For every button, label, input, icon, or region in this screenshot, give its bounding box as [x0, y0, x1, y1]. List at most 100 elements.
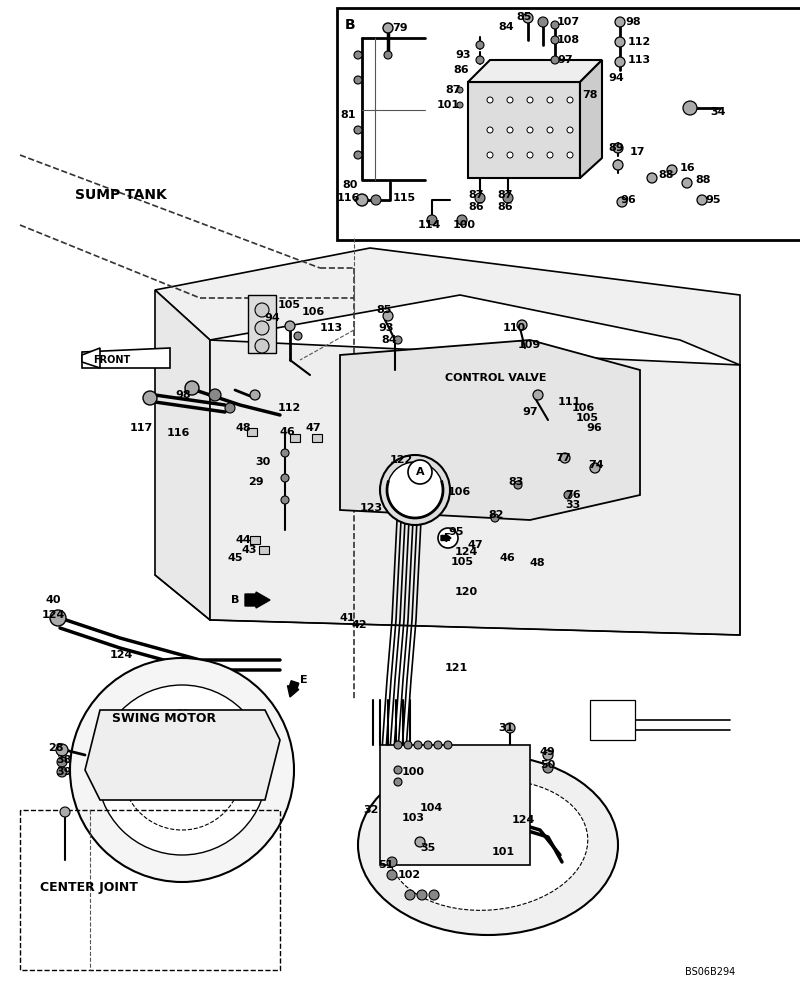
Circle shape [354, 51, 362, 59]
Circle shape [371, 195, 381, 205]
Circle shape [667, 165, 677, 175]
Text: 104: 104 [420, 803, 443, 813]
Bar [259, 546, 269, 554]
Circle shape [444, 741, 452, 749]
Text: 79: 79 [392, 23, 408, 33]
Text: 44: 44 [235, 535, 250, 545]
Text: 113: 113 [320, 323, 343, 333]
Circle shape [57, 757, 67, 767]
Text: 84: 84 [381, 335, 397, 345]
Text: 41: 41 [340, 613, 356, 623]
Circle shape [424, 741, 432, 749]
Circle shape [682, 178, 692, 188]
Text: 88: 88 [695, 175, 710, 185]
Text: 32: 32 [363, 805, 378, 815]
Bar [380, 745, 530, 865]
Text: SUMP TANK: SUMP TANK [75, 188, 166, 202]
Text: 112: 112 [278, 403, 302, 413]
Polygon shape [85, 710, 280, 800]
Bar [590, 700, 635, 740]
Circle shape [507, 152, 513, 158]
Text: 101: 101 [492, 847, 515, 857]
Text: 124: 124 [455, 547, 478, 557]
Circle shape [404, 741, 412, 749]
Circle shape [476, 56, 484, 64]
Circle shape [567, 152, 573, 158]
Text: 122: 122 [390, 455, 414, 465]
Text: B: B [231, 595, 239, 605]
Circle shape [457, 102, 463, 108]
Circle shape [647, 173, 657, 183]
Circle shape [417, 890, 427, 900]
Text: 88: 88 [658, 170, 674, 180]
Text: FRONT: FRONT [94, 355, 130, 365]
Text: 100: 100 [453, 220, 476, 230]
Bar [247, 428, 257, 436]
Circle shape [527, 97, 533, 103]
Text: 82: 82 [488, 510, 503, 520]
Circle shape [415, 837, 425, 847]
Circle shape [70, 658, 294, 882]
Text: E: E [442, 533, 450, 543]
Text: 47: 47 [468, 540, 484, 550]
Text: E: E [300, 675, 308, 685]
Bar [312, 434, 322, 442]
Text: 31: 31 [498, 723, 514, 733]
Circle shape [394, 766, 402, 774]
Polygon shape [82, 348, 100, 368]
Text: 105: 105 [576, 413, 599, 423]
Text: 38: 38 [56, 755, 71, 765]
Text: 97: 97 [557, 55, 573, 65]
Text: CENTER JOINT: CENTER JOINT [40, 882, 138, 894]
Circle shape [57, 767, 67, 777]
Circle shape [560, 453, 570, 463]
Circle shape [250, 390, 260, 400]
Text: 100: 100 [402, 767, 425, 777]
Circle shape [487, 97, 493, 103]
Text: 107: 107 [557, 17, 580, 27]
Text: 93: 93 [378, 323, 394, 333]
Text: 95: 95 [705, 195, 721, 205]
Circle shape [697, 195, 707, 205]
Circle shape [538, 17, 548, 27]
Text: 116: 116 [337, 193, 360, 203]
Circle shape [533, 390, 543, 400]
Circle shape [56, 744, 68, 756]
Circle shape [517, 320, 527, 330]
Text: 124: 124 [110, 650, 134, 660]
Circle shape [615, 57, 625, 67]
Circle shape [523, 13, 533, 23]
Text: 124: 124 [42, 610, 66, 620]
Text: 16: 16 [680, 163, 696, 173]
Text: 86: 86 [497, 202, 513, 212]
Circle shape [429, 890, 439, 900]
Circle shape [434, 741, 442, 749]
Text: 123: 123 [360, 503, 383, 513]
Circle shape [551, 56, 559, 64]
Text: 98: 98 [625, 17, 641, 27]
Text: SWING MOTOR: SWING MOTOR [112, 712, 216, 724]
Circle shape [394, 741, 402, 749]
Text: 101: 101 [437, 100, 460, 110]
Text: 89: 89 [608, 143, 624, 153]
Circle shape [487, 152, 493, 158]
Circle shape [617, 197, 627, 207]
Circle shape [547, 97, 553, 103]
Text: 115: 115 [393, 193, 416, 203]
Circle shape [405, 890, 415, 900]
Text: 102: 102 [398, 870, 421, 880]
Text: 86: 86 [453, 65, 469, 75]
Circle shape [551, 36, 559, 44]
Bar [290, 434, 300, 442]
Ellipse shape [388, 780, 588, 910]
Circle shape [527, 152, 533, 158]
Text: 46: 46 [500, 553, 516, 563]
Circle shape [354, 76, 362, 84]
Text: 95: 95 [448, 527, 463, 537]
Circle shape [683, 101, 697, 115]
Text: 105: 105 [278, 300, 301, 310]
Polygon shape [340, 340, 640, 520]
Circle shape [505, 723, 515, 733]
Circle shape [255, 321, 269, 335]
Circle shape [547, 152, 553, 158]
